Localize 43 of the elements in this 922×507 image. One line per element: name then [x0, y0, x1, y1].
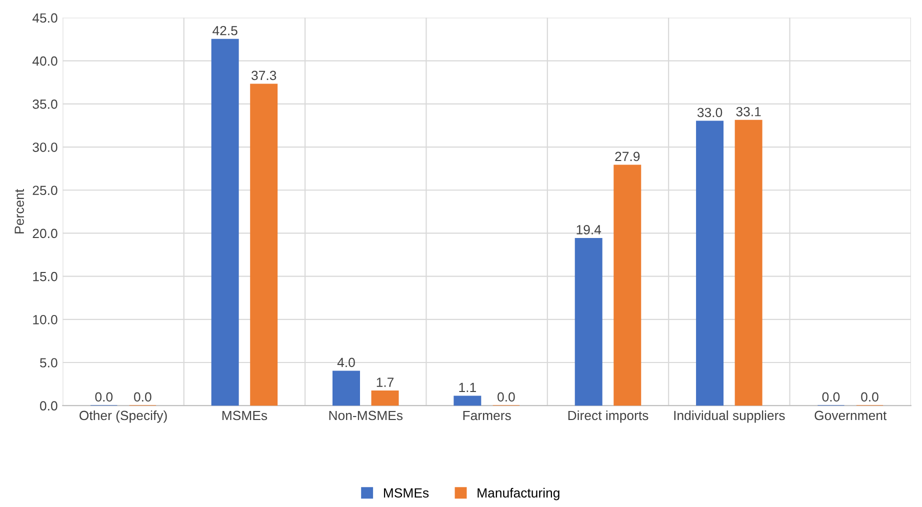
- bar: [332, 370, 360, 406]
- bar: [250, 84, 278, 406]
- bar: [454, 396, 482, 406]
- bar: [574, 238, 602, 406]
- bar: [614, 164, 642, 406]
- data-label: 19.4: [576, 225, 602, 234]
- text: 0.0: [40, 401, 58, 411]
- text: 5.0: [40, 358, 58, 368]
- data-label: 0.0: [498, 392, 515, 402]
- legend-label: Manufacturing: [478, 488, 560, 500]
- text: 20.0: [32, 228, 58, 238]
- text: 30.0: [32, 142, 58, 152]
- data-label: 1.1: [459, 382, 476, 392]
- x-tick-label: Non-MSMEs: [329, 410, 403, 420]
- text: 35.0: [32, 100, 58, 109]
- bar: [696, 120, 724, 406]
- text: 15.0: [33, 272, 58, 282]
- bar: [211, 38, 239, 406]
- data-label: 1.7: [376, 378, 394, 387]
- data-label: 42.5: [212, 26, 238, 36]
- data-label: 37.3: [252, 70, 276, 80]
- data-label: 33.1: [736, 106, 761, 116]
- text: 45.0: [32, 13, 58, 23]
- x-tick-label: Direct imports: [568, 410, 648, 423]
- data-label: 0.0: [822, 392, 840, 402]
- data-label: 0.0: [861, 392, 878, 402]
- bar: [734, 120, 762, 406]
- text: 25.0: [32, 186, 58, 196]
- x-tick-label: MSMEs: [222, 410, 268, 420]
- bar: [371, 390, 399, 406]
- data-label: 33.0: [697, 108, 722, 118]
- data-label: 0.0: [134, 392, 152, 402]
- x-tick-label: Other (Specify): [80, 410, 167, 423]
- data-label: 27.9: [615, 152, 640, 162]
- text: 10.0: [33, 314, 58, 324]
- x-tick-label: Farmers: [463, 410, 511, 420]
- text: 40.0: [32, 56, 58, 66]
- data-label: 0.0: [95, 392, 113, 402]
- legend-label: MSMEs: [384, 488, 429, 498]
- y-axis-title: Percent: [14, 189, 24, 234]
- x-tick-label: Government: [814, 410, 887, 420]
- data-label: 4.0: [337, 358, 355, 368]
- x-tick-label: Individual suppliers: [674, 410, 785, 423]
